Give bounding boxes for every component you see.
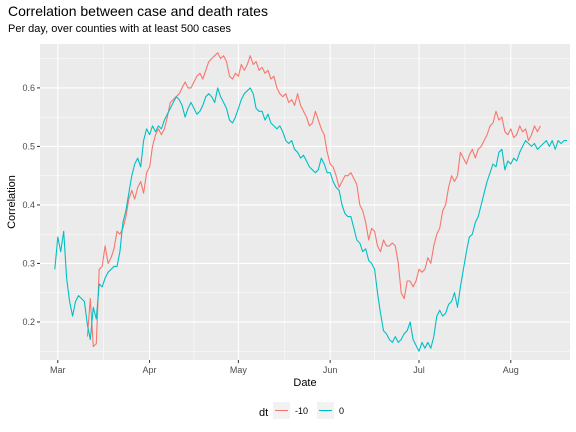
chart-subtitle: Per day, over counties with at least 500… — [8, 23, 231, 35]
plot-panel — [40, 44, 570, 360]
y-tick-label: 0.3 — [22, 258, 35, 268]
y-axis-title: Correlation — [6, 175, 18, 229]
chart-title: Correlation between case and death rates — [8, 3, 268, 19]
series-line-0 — [86, 52, 541, 348]
x-tick-label: Jun — [323, 365, 338, 375]
legend-label: 0 — [339, 406, 344, 416]
x-tick-label: Apr — [143, 365, 157, 375]
legend-label: -10 — [295, 406, 308, 416]
x-tick-label: May — [230, 365, 248, 375]
legend-title: dt — [259, 407, 268, 419]
grid-minor — [40, 44, 570, 360]
y-tick-label: 0.6 — [22, 83, 35, 93]
x-tick-label: Aug — [503, 365, 519, 375]
y-tick-label: 0.4 — [22, 200, 35, 210]
y-tick-label: 0.2 — [22, 317, 35, 327]
x-axis-title: Date — [293, 377, 316, 389]
legend-items: -10 0 — [273, 402, 344, 419]
legend: dt -10 0 — [259, 402, 344, 419]
series-line-1 — [54, 87, 567, 352]
x-tick-label: Mar — [50, 365, 66, 375]
series-lines — [54, 52, 567, 352]
y-tick-label: 0.5 — [22, 141, 35, 151]
y-axis: 0.2 0.3 0.4 0.5 0.6 — [22, 83, 40, 327]
x-axis: Mar Apr May Jun Jul Aug — [50, 360, 519, 375]
x-tick-label: Jul — [413, 365, 425, 375]
